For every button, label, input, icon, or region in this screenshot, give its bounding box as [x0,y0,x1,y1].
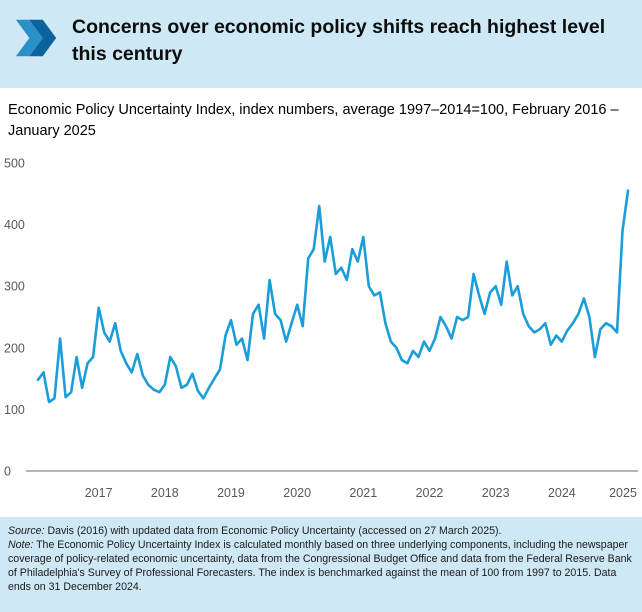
x-tick-label: 2025 [609,486,637,500]
x-tick-label: 2022 [416,486,444,500]
x-tick-label: 2018 [151,486,179,500]
x-tick-label: 2021 [349,486,377,500]
source-note-band: Source: Davis (2016) with updated data f… [0,517,642,612]
page-title: Concerns over economic policy shifts rea… [72,16,606,66]
x-tick-label: 2020 [283,486,311,500]
y-tick-label: 0 [4,465,11,479]
epu-line-chart: 0 100 200 300 400 500 2017 2018 2019 2020 2021 2022… [4,157,638,500]
y-tick-label: 200 [4,341,25,355]
epu-series-line [36,189,630,404]
source-line: Source: Davis (2016) with updated data f… [8,525,632,539]
double-chevron-icon [14,15,60,66]
note-label: Note: [8,539,34,552]
y-tick-label: 100 [4,403,25,417]
chart-container: 0 100 200 300 400 500 2017 2018 2019 2020 2021 2022… [0,147,642,517]
source-label: Source: [8,525,45,538]
y-tick-label: 400 [4,218,25,232]
x-tick-label: 2023 [482,486,510,500]
source-text: Davis (2016) with updated data from Econ… [44,525,502,538]
header-band: Concerns over economic policy shifts rea… [0,0,642,88]
y-tick-label: 500 [4,157,25,171]
x-tick-label: 2019 [217,486,245,500]
y-tick-label: 300 [4,280,25,294]
x-tick-label: 2017 [85,486,113,500]
x-tick-label: 2024 [548,486,576,500]
note-text: The Economic Policy Uncertainty Index is… [8,539,632,594]
chart-subtitle: Economic Policy Uncertainty Index, index… [8,102,619,139]
note-line: Note: The Economic Policy Uncertainty In… [8,539,632,595]
